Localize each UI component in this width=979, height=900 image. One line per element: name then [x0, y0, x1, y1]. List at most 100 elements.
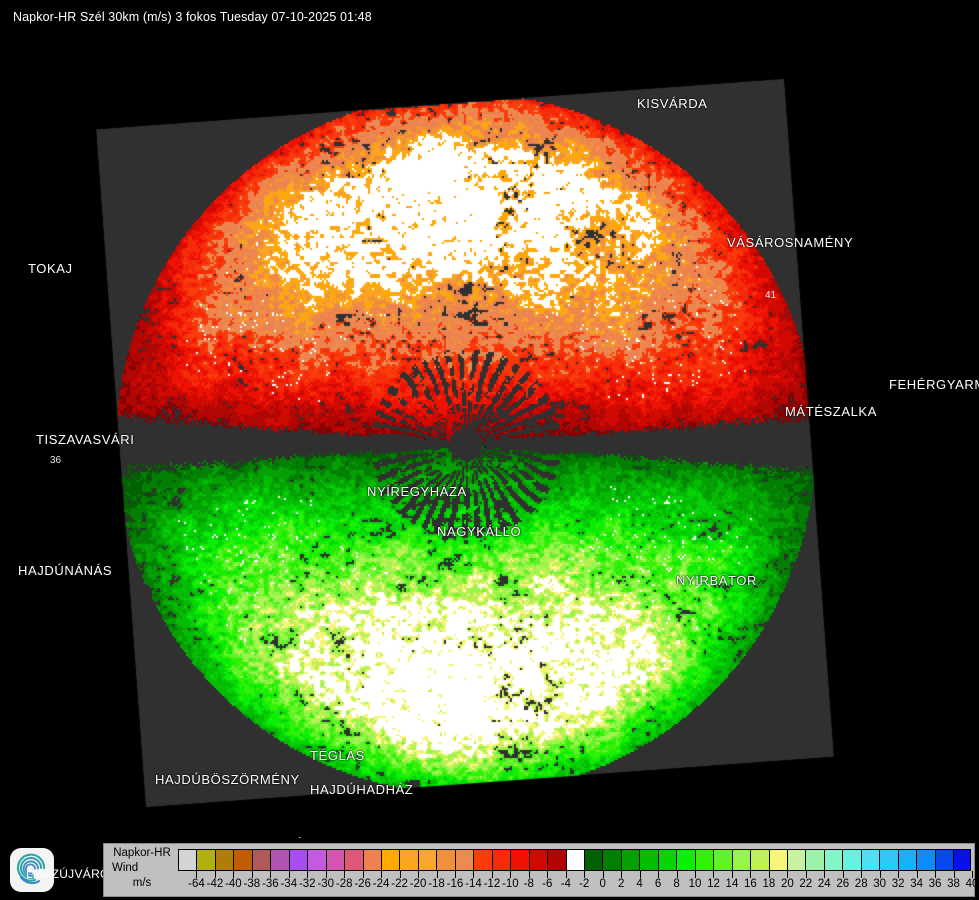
legend-tick: [547, 871, 549, 878]
city-label: HAJDÚHADHÁZ: [310, 782, 414, 797]
color-swatch: [270, 849, 289, 871]
legend-tick: [307, 871, 309, 878]
legend-tick-label: 34: [910, 878, 923, 890]
color-swatch: [897, 849, 917, 871]
legend-tick-label: -10: [502, 878, 519, 890]
legend-tick-label: -14: [465, 878, 482, 890]
legend-tick-label: 28: [854, 878, 868, 890]
color-swatch: [214, 849, 234, 871]
color-swatch: [417, 849, 437, 871]
road-number-label: 36: [50, 455, 62, 466]
watermark-text: LMAZÚJVÁROS: [26, 867, 118, 881]
color-swatch: [344, 849, 363, 871]
color-swatch: [233, 849, 252, 871]
legend-tick: [676, 871, 678, 878]
spiral-swirl-logo: [10, 848, 54, 892]
legend-tick: [695, 871, 697, 878]
legend-tick: [473, 871, 475, 878]
legend-tick-marks: [178, 871, 973, 879]
legend-tick-label: -36: [262, 878, 279, 890]
legend-tick-label: -20: [409, 878, 427, 890]
color-swatch-strip: [178, 849, 972, 871]
legend-tick: [916, 871, 918, 878]
legend-tick-label: -4: [560, 878, 571, 890]
legend-tick-label: 4: [636, 878, 643, 890]
city-label: NAGYKÁLLÓ: [437, 524, 522, 539]
color-swatch: [491, 849, 511, 871]
color-swatch: [750, 849, 769, 871]
legend-tick-label: 14: [725, 878, 739, 890]
legend-tick-label: -30: [317, 878, 335, 890]
color-swatch: [602, 849, 621, 871]
legend-tick: [750, 871, 752, 878]
legend-tick: [510, 871, 512, 878]
legend-tick: [898, 871, 900, 878]
legend-tick-label: -2: [579, 878, 590, 890]
color-swatch: [694, 849, 714, 871]
legend-tick-label: 24: [817, 878, 831, 890]
radar-map-view[interactable]: Napkor-HR Szél 30km (m/s) 3 fokos Tuesda…: [0, 0, 979, 838]
legend-tick: [953, 871, 955, 878]
legend-tick: [842, 871, 844, 878]
city-label: KISVÁRDA: [637, 96, 708, 111]
legend-tick-label: -32: [298, 878, 316, 890]
color-swatch: [565, 849, 584, 871]
legend-tick: [621, 871, 623, 878]
city-label: MÁTÉSZALKA: [785, 404, 877, 419]
legend-tick: [325, 871, 327, 878]
color-swatch: [362, 849, 381, 871]
legend-tick: [879, 871, 881, 878]
legend-tick: [233, 871, 235, 878]
legend-title: Napkor-HR Wind m/s: [108, 846, 176, 891]
color-swatch: [380, 849, 400, 871]
legend-tick-label: -24: [372, 878, 390, 890]
legend-tick: [805, 871, 807, 878]
legend-tick: [731, 871, 733, 878]
legend-tick: [251, 871, 253, 878]
city-label: FEHÉRGYARMAT: [889, 377, 979, 392]
legend-tick: [713, 871, 715, 878]
legend-tick-label: 26: [836, 878, 850, 890]
legend-tick-label: 8: [673, 878, 680, 890]
legend-tick: [270, 871, 272, 878]
city-label: TÉGLÁS: [310, 748, 365, 763]
legend-tick: [602, 871, 604, 878]
color-swatch: [768, 849, 787, 871]
legend-tick: [935, 871, 937, 878]
legend-tick: [528, 871, 530, 878]
color-swatch: [860, 849, 880, 871]
legend-tick-label: 30: [873, 878, 887, 890]
legend-tick-label: 10: [688, 878, 702, 890]
legend-tick-labels: -64 -42 -40 -38 -36 -34 -32 -30 -28 -26 -24 -22 -20-…: [178, 878, 978, 894]
legend-tick-label: -22: [391, 878, 408, 890]
legend-tick: [491, 871, 493, 878]
legend-tick: [214, 871, 216, 878]
color-swatch: [325, 849, 345, 871]
color-swatch: [196, 849, 215, 871]
legend-tick-label: 0: [599, 878, 606, 890]
legend-tick-label: -40: [225, 878, 242, 890]
legend-tick: [639, 871, 641, 878]
legend-tick-label: -42: [206, 878, 224, 890]
color-swatch: [288, 849, 308, 871]
color-swatch: [547, 849, 566, 871]
city-label: TISZAVASVÁRI: [36, 432, 135, 447]
legend-tick-label: -28: [335, 878, 353, 890]
color-swatch: [251, 849, 271, 871]
legend-tick: [824, 871, 826, 878]
radar-velocity-layer: [0, 0, 979, 838]
color-swatch: [676, 849, 695, 871]
legend-tick: [288, 871, 290, 878]
legend-tick: [861, 871, 863, 878]
legend-tick: [584, 871, 586, 878]
page-title: Napkor-HR Szél 30km (m/s) 3 fokos Tuesda…: [13, 10, 372, 24]
legend-tick-label: 40: [965, 878, 979, 890]
road-number-label: 41: [765, 290, 777, 301]
legend-tick: [787, 871, 789, 878]
legend-tick-label: 20: [780, 878, 794, 890]
legend-tick: [972, 871, 973, 878]
city-label: TOKAJ: [28, 261, 73, 276]
legend-tick-label: -6: [542, 878, 553, 890]
legend-tick: [399, 871, 401, 878]
